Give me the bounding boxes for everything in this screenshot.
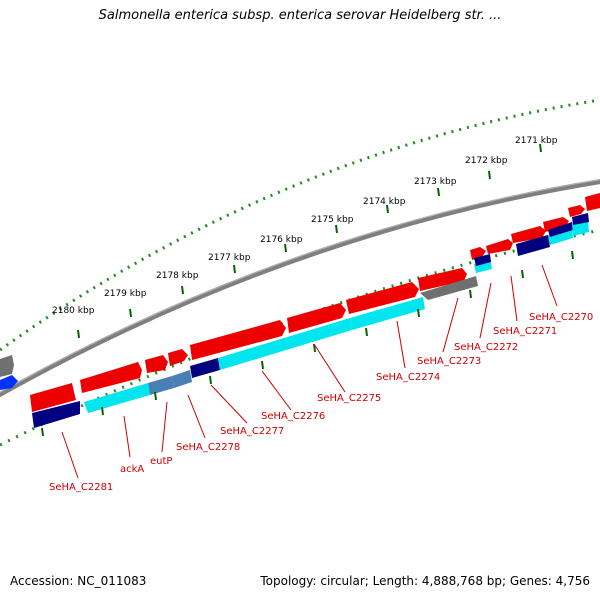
scale-tick-label: 2172 kbp	[465, 156, 508, 166]
gene-label[interactable]: SeHA_C2274	[376, 372, 440, 383]
scale-tick-label: 2180 kbp	[52, 306, 95, 316]
gene-feature[interactable]	[516, 235, 550, 256]
scale-tick-label: 2173 kbp	[414, 177, 457, 187]
map-title: Salmonella enterica subsp. enterica sero…	[98, 8, 502, 23]
scale-tick-label: 2176 kbp	[260, 235, 303, 245]
gene-feature[interactable]	[168, 349, 188, 366]
gene-feature[interactable]	[32, 401, 80, 428]
scale-tick-label: 2171 kbp	[515, 136, 558, 146]
gene-label[interactable]: SeHA_C2272	[454, 342, 518, 353]
gene-feature[interactable]	[418, 268, 467, 291]
inner-ring-ticks	[41, 250, 574, 437]
scale-tick	[181, 285, 184, 295]
forward-strand-track	[0, 193, 600, 412]
scale-tick	[386, 204, 389, 214]
scale-tick-label: 2179 kbp	[104, 289, 147, 299]
scale-tick	[488, 170, 491, 180]
gene-feature[interactable]	[486, 239, 513, 254]
gene-feature[interactable]	[145, 355, 168, 373]
scale-tick-label: 2174 kbp	[363, 197, 406, 207]
gene-label[interactable]: SeHA_C2281	[49, 482, 113, 493]
gene-feature[interactable]	[572, 213, 589, 225]
backbone-arc	[0, 179, 600, 398]
gene-feature[interactable]	[548, 222, 573, 237]
gene-feature[interactable]	[30, 383, 76, 412]
backbone-arc-highlight	[0, 179, 600, 394]
scale-tick	[335, 224, 338, 234]
feature-blue[interactable]	[0, 375, 18, 390]
gene-feature[interactable]	[84, 383, 150, 413]
genome-summary-text: Topology: circular; Length: 4,888,768 bp…	[260, 574, 590, 588]
scale-tick-label: 2175 kbp	[311, 215, 354, 225]
gene-label[interactable]: SeHA_C2275	[317, 393, 381, 404]
gene-feature[interactable]	[172, 370, 192, 388]
gene-feature[interactable]	[568, 205, 585, 217]
gene-feature[interactable]	[548, 228, 573, 245]
scale-tick	[129, 308, 132, 318]
scale-tick	[77, 329, 80, 339]
gene-label[interactable]: SeHA_C2276	[261, 411, 325, 422]
gene-feature[interactable]	[190, 320, 286, 360]
pseudo-feature[interactable]	[0, 355, 14, 377]
gene-label[interactable]: SeHA_C2271	[493, 326, 557, 337]
gene-label[interactable]: SeHA_C2270	[529, 312, 593, 323]
scale-ticks: 2171 kbp 2172 kbp 2173 kbp 2174 kbp 2175…	[52, 136, 558, 339]
gene-label[interactable]: SeHA_C2278	[176, 442, 240, 453]
gene-feature[interactable]	[543, 217, 569, 232]
scale-tick	[539, 143, 542, 153]
gene-feature[interactable]	[350, 297, 425, 330]
scale-tick-label: 2177 kbp	[208, 253, 251, 263]
gene-feature[interactable]	[287, 303, 346, 333]
gene-label[interactable]: eutP	[150, 456, 172, 467]
inner-scale-ring	[0, 228, 600, 447]
gene-label[interactable]: SeHA_C2273	[417, 356, 481, 367]
gene-feature[interactable]	[346, 282, 419, 314]
gene-label[interactable]: ackA	[120, 464, 144, 475]
scale-tick	[284, 243, 287, 253]
gene-feature[interactable]	[80, 362, 142, 393]
scale-tick-label: 2178 kbp	[156, 271, 199, 281]
gene-feature[interactable]	[585, 193, 600, 211]
reverse-strand-track	[32, 213, 589, 428]
label-leaders	[61, 264, 558, 479]
gene-labels: SeHA_C2270 SeHA_C2271 SeHA_C2272 SeHA_C2…	[49, 312, 593, 493]
gene-feature[interactable]	[190, 358, 220, 378]
gene-feature[interactable]	[218, 318, 352, 370]
gene-feature[interactable]	[474, 254, 491, 266]
accession-text: Accession: NC_011083	[10, 574, 147, 588]
scale-tick	[437, 187, 440, 197]
gene-label[interactable]: SeHA_C2277	[220, 426, 284, 437]
gene-feature[interactable]	[148, 376, 174, 395]
scale-tick	[233, 264, 236, 274]
pseudo-feature[interactable]	[420, 276, 478, 300]
